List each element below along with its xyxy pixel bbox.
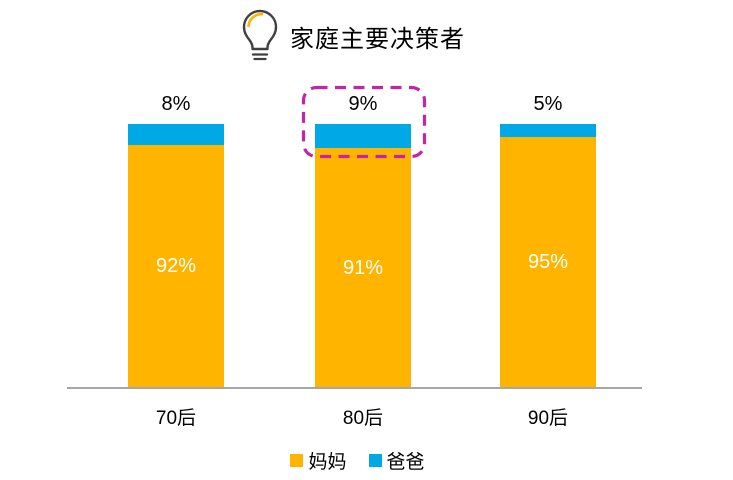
bar-group-80后: 91%	[315, 124, 411, 388]
bar-group-90后: 95%	[500, 124, 596, 388]
legend-swatch	[290, 454, 304, 467]
dad-share-label: 8%	[161, 93, 191, 115]
legend-swatch	[368, 454, 382, 467]
category-label-70后: 70后	[155, 408, 197, 429]
chart-title: 家庭主要决策者	[290, 25, 465, 53]
lightbulb-icon	[242, 9, 278, 61]
dad-share-label: 9%	[348, 93, 378, 115]
legend: 妈妈 爸爸	[0, 447, 733, 474]
chart-header: 家庭主要决策者	[0, 6, 733, 66]
bar-segment-dad	[315, 124, 411, 148]
bar-segment-mom: 95%	[500, 137, 596, 388]
legend-label: 妈妈	[308, 452, 347, 473]
x-axis-line	[67, 387, 642, 389]
category-label-90后: 90后	[527, 408, 569, 429]
mom-share-label: 91%	[342, 256, 384, 279]
bar-segment-dad	[128, 124, 224, 145]
bar-segment-dad	[500, 124, 596, 137]
legend-item-妈妈: 妈妈	[290, 447, 347, 474]
bar-segment-mom: 91%	[315, 148, 411, 388]
legend-item-爸爸: 爸爸	[368, 447, 425, 474]
bar-group-70后: 92%	[128, 124, 224, 388]
dad-share-label: 5%	[533, 93, 563, 115]
mom-share-label: 92%	[155, 255, 197, 277]
category-label-80后: 80后	[342, 408, 384, 429]
legend-label: 爸爸	[386, 452, 425, 473]
bar-segment-mom: 92%	[128, 145, 224, 388]
mom-share-label: 95%	[527, 251, 569, 273]
